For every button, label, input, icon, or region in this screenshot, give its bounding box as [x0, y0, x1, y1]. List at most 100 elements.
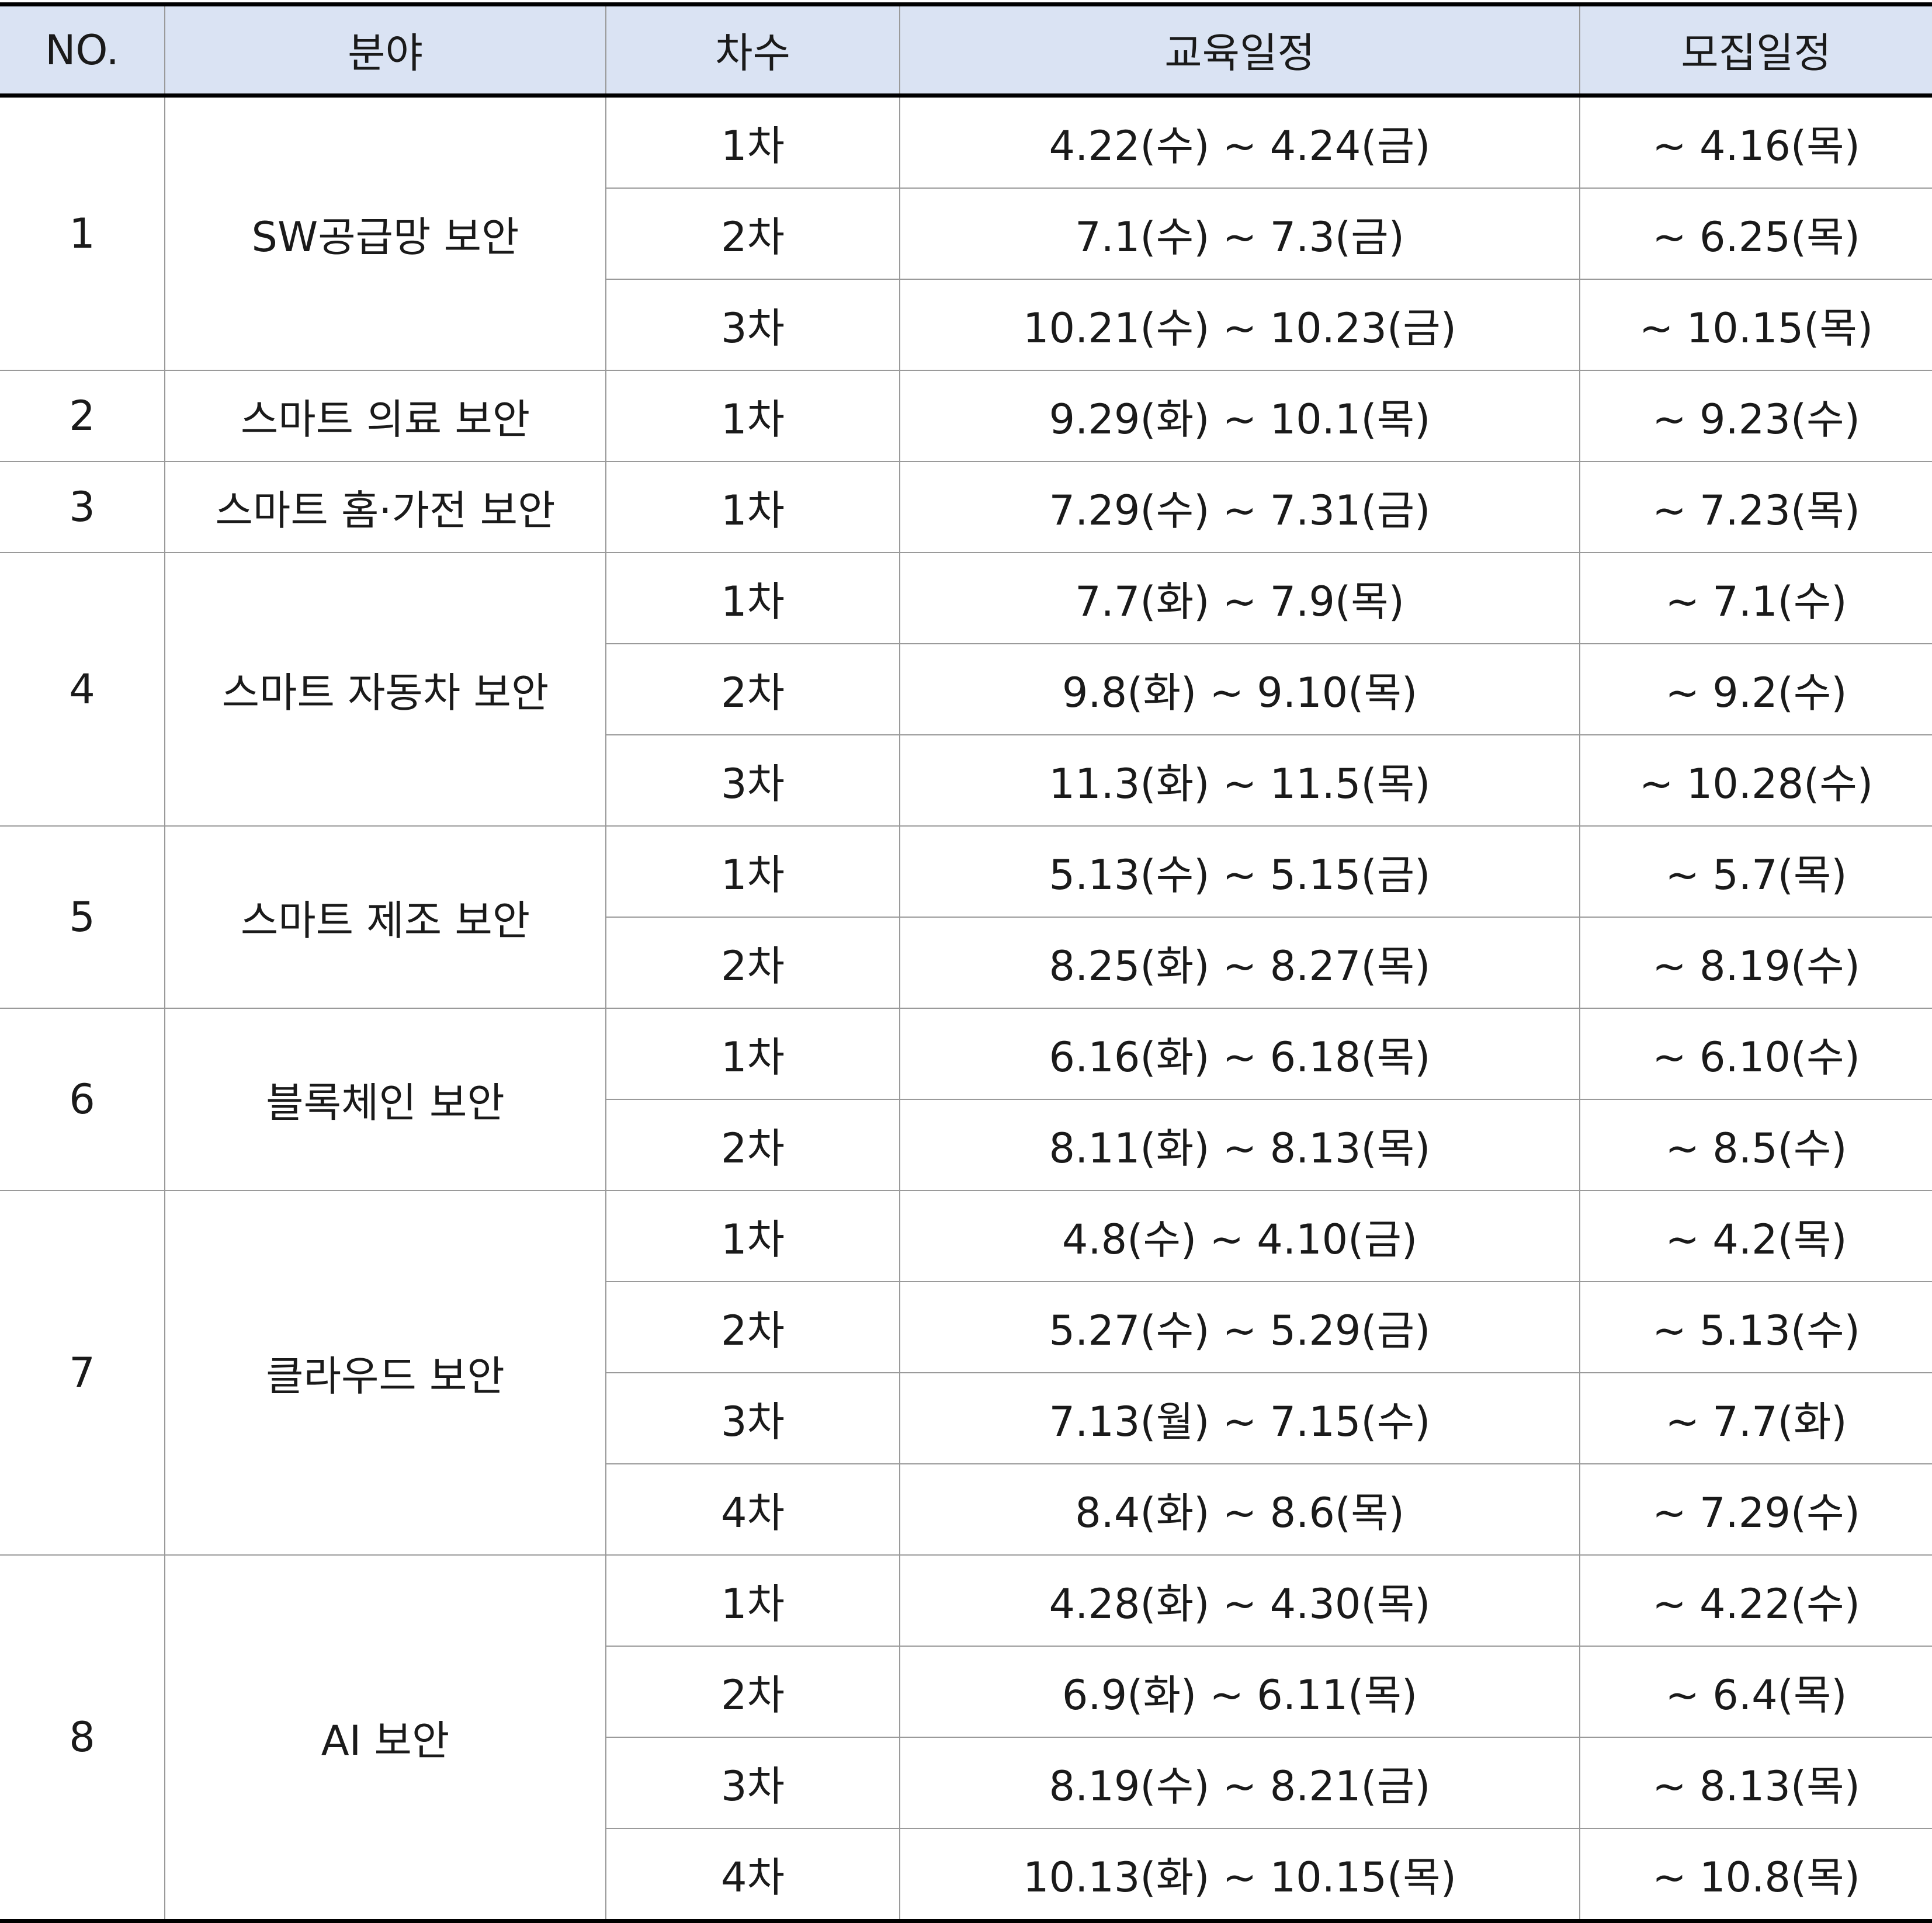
cell-no: 4	[0, 552, 165, 827]
cell-round: 2차	[606, 643, 900, 735]
cell-education-schedule: 11.3(화) ~ 11.5(목)	[899, 734, 1580, 827]
cell-education-schedule: 7.1(수) ~ 7.3(금)	[899, 188, 1580, 280]
table-row: 3 스마트 홈·가전 보안 1차 7.29(수) ~ 7.31(금) ~ 7.23(목)	[0, 461, 1932, 553]
cell-field: 스마트 홈·가전 보안	[164, 461, 606, 553]
cell-recruit-schedule: ~ 6.10(수)	[1579, 1008, 1932, 1100]
table-row: 7 클라우드 보안 1차 4.8(수) ~ 4.10(금) ~ 4.2(목)	[0, 1190, 1932, 1556]
cell-recruit-schedule: ~ 4.2(목)	[1579, 1190, 1932, 1282]
table-row: 3차 11.3(화) ~ 11.5(목) ~ 10.28(수)	[0, 734, 1932, 827]
cell-field: 클라우드 보안	[164, 1190, 606, 1556]
table-row: 2차 8.11(화) ~ 8.13(목) ~ 8.5(수)	[0, 1099, 1932, 1191]
header-no: NO.	[0, 2, 165, 98]
cell-education-schedule: 8.11(화) ~ 8.13(목)	[899, 1099, 1580, 1191]
cell-round: 2차	[606, 1281, 900, 1373]
cell-recruit-schedule: ~ 7.1(수)	[1579, 552, 1932, 644]
table-row: 8 AI 보안 1차 4.28(화) ~ 4.30(목) ~ 4.22(수)	[0, 1554, 1932, 1923]
cell-recruit-schedule: ~ 5.7(목)	[1579, 825, 1932, 918]
table-row: 2 스마트 의료 보안 1차 9.29(화) ~ 10.1(목) ~ 9.23(수)	[0, 370, 1932, 462]
cell-recruit-schedule: ~ 10.15(목)	[1579, 279, 1932, 371]
cell-no: 5	[0, 825, 165, 1009]
table-row: 3차 7.13(월) ~ 7.15(수) ~ 7.7(화)	[0, 1372, 1932, 1464]
cell-field: 스마트 제조 보안	[164, 825, 606, 1009]
cell-round: 1차	[605, 552, 900, 644]
cell-education-schedule: 7.13(월) ~ 7.15(수)	[899, 1372, 1580, 1464]
cell-recruit-schedule: ~ 4.22(수)	[1579, 1554, 1932, 1647]
cell-round: 1차	[605, 1008, 900, 1100]
cell-education-schedule: 9.8(화) ~ 9.10(목)	[899, 643, 1580, 735]
cell-education-schedule: 6.9(화) ~ 6.11(목)	[899, 1646, 1580, 1738]
cell-no: 8	[0, 1554, 165, 1923]
cell-no: 3	[0, 461, 165, 553]
table-row: 3차 8.19(수) ~ 8.21(금) ~ 8.13(목)	[0, 1737, 1932, 1829]
cell-round: 1차	[605, 461, 900, 553]
cell-education-schedule: 4.28(화) ~ 4.30(목)	[899, 1554, 1580, 1647]
cell-no: 6	[0, 1008, 165, 1191]
cell-recruit-schedule: ~ 10.28(수)	[1579, 734, 1932, 827]
cell-recruit-schedule: ~ 9.23(수)	[1579, 370, 1932, 462]
table-row: 4차 8.4(화) ~ 8.6(목) ~ 7.29(수)	[0, 1463, 1932, 1556]
cell-round: 2차	[606, 917, 900, 1009]
cell-field: 스마트 자동차 보안	[164, 552, 606, 827]
table-row: 2차 5.27(수) ~ 5.29(금) ~ 5.13(수)	[0, 1281, 1932, 1373]
header-recruit-schedule: 모집일정	[1579, 2, 1932, 98]
cell-recruit-schedule: ~ 8.19(수)	[1579, 917, 1932, 1009]
cell-round: 1차	[605, 825, 900, 918]
cell-recruit-schedule: ~ 4.16(목)	[1579, 95, 1932, 189]
cell-round: 3차	[606, 279, 900, 371]
header-row: NO. 분야 차수 교육일정 모집일정	[0, 2, 1932, 98]
cell-field: AI 보안	[164, 1554, 606, 1923]
cell-no: 2	[0, 370, 165, 462]
cell-recruit-schedule: ~ 6.4(목)	[1579, 1646, 1932, 1738]
cell-recruit-schedule: ~ 5.13(수)	[1579, 1281, 1932, 1373]
cell-education-schedule: 8.25(화) ~ 8.27(목)	[899, 917, 1580, 1009]
cell-round: 3차	[606, 1372, 900, 1464]
cell-recruit-schedule: ~ 10.8(목)	[1579, 1828, 1932, 1923]
cell-recruit-schedule: ~ 7.29(수)	[1579, 1463, 1932, 1556]
table-header: NO. 분야 차수 교육일정 모집일정	[0, 2, 1932, 98]
cell-education-schedule: 7.29(수) ~ 7.31(금)	[899, 461, 1580, 553]
table-row: 2차 6.9(화) ~ 6.11(목) ~ 6.4(목)	[0, 1646, 1932, 1738]
table-row: 1 SW공급망 보안 1차 4.22(수) ~ 4.24(금) ~ 4.16(목)	[0, 95, 1932, 371]
cell-education-schedule: 4.8(수) ~ 4.10(금)	[899, 1190, 1580, 1282]
cell-education-schedule: 8.4(화) ~ 8.6(목)	[899, 1463, 1580, 1556]
cell-round: 1차	[605, 95, 900, 189]
cell-round: 1차	[605, 1554, 900, 1647]
cell-round: 2차	[606, 1646, 900, 1738]
table-row: 6 블록체인 보안 1차 6.16(화) ~ 6.18(목) ~ 6.10(수)	[0, 1008, 1932, 1191]
cell-recruit-schedule: ~ 8.13(목)	[1579, 1737, 1932, 1829]
table-row: 2차 8.25(화) ~ 8.27(목) ~ 8.19(수)	[0, 917, 1932, 1009]
table-row: 2차 7.1(수) ~ 7.3(금) ~ 6.25(목)	[0, 188, 1932, 280]
cell-round: 2차	[606, 188, 900, 280]
header-round: 차수	[605, 2, 900, 98]
cell-round: 3차	[606, 734, 900, 827]
cell-round: 4차	[606, 1463, 900, 1556]
cell-no: 7	[0, 1190, 165, 1556]
header-education-schedule: 교육일정	[899, 2, 1580, 98]
cell-field: SW공급망 보안	[164, 95, 606, 371]
cell-education-schedule: 7.7(화) ~ 7.9(목)	[899, 552, 1580, 644]
table-row: 4차 10.13(화) ~ 10.15(목) ~ 10.8(목)	[0, 1828, 1932, 1923]
cell-field: 블록체인 보안	[164, 1008, 606, 1191]
table-row: 2차 9.8(화) ~ 9.10(목) ~ 9.2(수)	[0, 643, 1932, 735]
cell-education-schedule: 6.16(화) ~ 6.18(목)	[899, 1008, 1580, 1100]
cell-round: 4차	[606, 1828, 900, 1923]
cell-education-schedule: 10.21(수) ~ 10.23(금)	[899, 279, 1580, 371]
cell-education-schedule: 8.19(수) ~ 8.21(금)	[899, 1737, 1580, 1829]
cell-no: 1	[0, 95, 165, 371]
header-field: 분야	[164, 2, 606, 98]
cell-round: 3차	[606, 1737, 900, 1829]
cell-field: 스마트 의료 보안	[164, 370, 606, 462]
cell-round: 1차	[605, 1190, 900, 1282]
cell-education-schedule: 10.13(화) ~ 10.15(목)	[899, 1828, 1580, 1923]
cell-recruit-schedule: ~ 6.25(목)	[1579, 188, 1932, 280]
cell-education-schedule: 5.27(수) ~ 5.29(금)	[899, 1281, 1580, 1373]
cell-recruit-schedule: ~ 7.7(화)	[1579, 1372, 1932, 1464]
cell-recruit-schedule: ~ 9.2(수)	[1579, 643, 1932, 735]
table-row: 4 스마트 자동차 보안 1차 7.7(화) ~ 7.9(목) ~ 7.1(수)	[0, 552, 1932, 827]
table-body: 1 SW공급망 보안 1차 4.22(수) ~ 4.24(금) ~ 4.16(목) 2차 7…	[0, 95, 1932, 1923]
cell-recruit-schedule: ~ 7.23(목)	[1579, 461, 1932, 553]
table-row: 5 스마트 제조 보안 1차 5.13(수) ~ 5.15(금) ~ 5.7(목)	[0, 825, 1932, 1009]
cell-education-schedule: 9.29(화) ~ 10.1(목)	[899, 370, 1580, 462]
